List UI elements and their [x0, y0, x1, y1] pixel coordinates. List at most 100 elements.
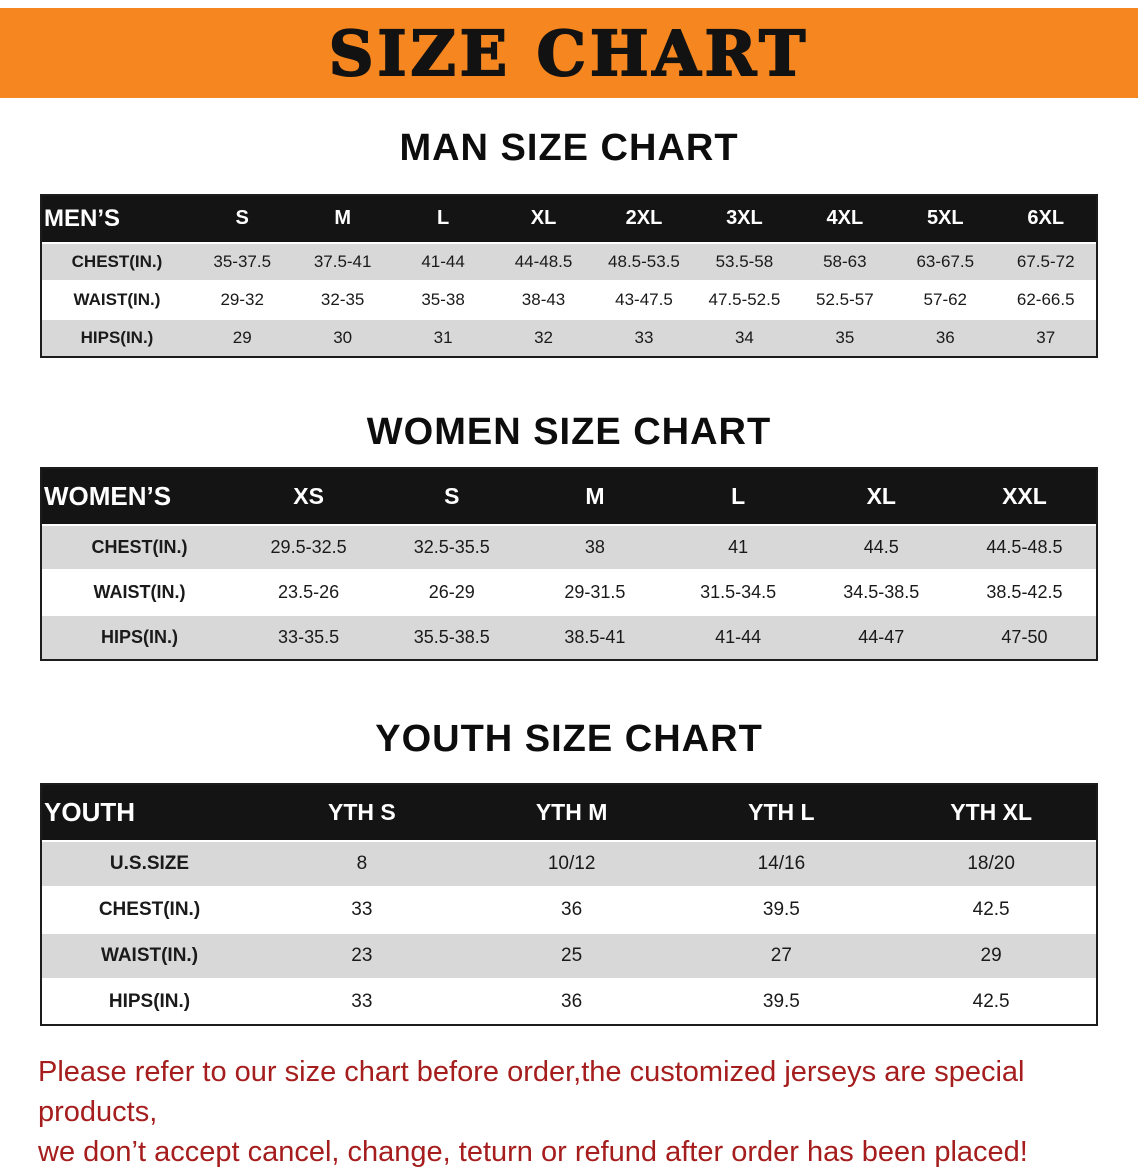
row-label: WAIST(IN.) — [73, 289, 161, 309]
cell-value: 42.5 — [972, 898, 1010, 920]
cell-value: 44-48.5 — [514, 251, 573, 271]
disclaimer-note: Please refer to our size chart before or… — [38, 1052, 1108, 1172]
column-header: S — [444, 483, 460, 510]
cell-value: 30 — [333, 327, 353, 347]
cell-value: 38-43 — [521, 289, 566, 309]
youth-section: YOUTH SIZE CHART YOUTH YTH S YTH M YTH L YTH… — [0, 717, 1138, 1026]
cell-value: 35 — [835, 327, 855, 347]
women-size-table: WOMEN’S XS S M L XL XXL CHEST(IN.) 29.5-32.5 32.5… — [40, 467, 1098, 662]
table-row: HIPS(IN.) 33-35.5 35.5-38.5 38.5-41 41-44 44-… — [42, 614, 1096, 660]
disclaimer-line-2: we don’t accept cancel, change, teturn o… — [38, 1135, 1028, 1168]
cell-value: 38.5-41 — [564, 627, 626, 648]
row-label: U.S.SIZE — [109, 852, 190, 874]
cell-value: 25 — [561, 944, 583, 966]
cell-value: 62-66.5 — [1016, 289, 1075, 309]
cell-value: 43-47.5 — [615, 289, 673, 309]
column-header: XL — [530, 207, 557, 230]
size-chart-banner: SIZE CHART — [0, 8, 1138, 98]
column-header: XS — [293, 483, 324, 510]
column-header: YTH M — [535, 798, 608, 825]
cell-value: 34 — [734, 327, 754, 347]
table-header-row: WOMEN’S XS S M L XL XXL — [42, 469, 1096, 525]
cell-value: 10/12 — [547, 852, 596, 874]
cell-value: 58-63 — [823, 251, 867, 271]
men-section: MAN SIZE CHART MEN’S S M L XL 2XL 3XL 4XL 5XL 6XL… — [0, 126, 1138, 358]
table-corner-label: YOUTH — [44, 796, 135, 827]
column-header: 6XL — [1027, 207, 1065, 230]
table-row: WAIST(IN.) 23.5-26 26-29 29-31.5 31.5-34.5 34… — [42, 569, 1096, 615]
cell-value: 41 — [728, 537, 749, 558]
cell-value: 36 — [561, 898, 583, 920]
cell-value: 44.5-48.5 — [986, 537, 1063, 558]
cell-value: 39.5 — [762, 990, 800, 1012]
cell-value: 41-44 — [715, 627, 762, 648]
cell-value: 18/20 — [967, 852, 1015, 874]
table-row: HIPS(IN.) 29 30 31 32 33 34 35 36 37 — [42, 317, 1096, 356]
cell-value: 52.5-57 — [816, 289, 874, 309]
cell-value: 23 — [351, 944, 373, 966]
men-section-heading: MAN SIZE CHART — [399, 127, 739, 169]
cell-value: 38.5-42.5 — [986, 582, 1063, 603]
table-header-row: YOUTH YTH S YTH M YTH L YTH XL — [42, 784, 1096, 840]
cell-value: 34.5-38.5 — [843, 582, 920, 603]
row-label: HIPS(IN.) — [80, 327, 154, 347]
cell-value: 33 — [351, 990, 373, 1012]
cell-value: 36 — [935, 327, 955, 347]
cell-value: 57-62 — [923, 289, 968, 309]
page-title: SIZE CHART — [328, 16, 810, 91]
row-label: WAIST(IN.) — [100, 944, 199, 966]
cell-value: 44-47 — [858, 627, 905, 648]
cell-value: 39.5 — [762, 898, 800, 920]
row-label: HIPS(IN.) — [108, 990, 191, 1012]
cell-value: 36 — [561, 990, 583, 1012]
size-chart-page: SIZE CHART MAN SIZE CHART MEN’S S M L XL 2XL 3… — [0, 8, 1138, 1172]
disclaimer-line-1: Please refer to our size chart before or… — [38, 1055, 1025, 1128]
table-row: CHEST(IN.) 35-37.5 37.5-41 41-44 44-48.5 48.5… — [42, 241, 1096, 280]
cell-value: 14/16 — [757, 852, 806, 874]
cell-value: 33 — [351, 898, 373, 920]
cell-value: 31 — [433, 327, 453, 347]
column-header: YTH XL — [950, 798, 1033, 825]
cell-value: 63-67.5 — [916, 251, 975, 271]
cell-value: 31.5-34.5 — [700, 582, 777, 603]
cell-value: 33 — [634, 327, 654, 347]
column-header: M — [585, 483, 605, 510]
cell-value: 42.5 — [972, 990, 1010, 1012]
column-header: M — [334, 207, 351, 230]
men-size-table: MEN’S S M L XL 2XL 3XL 4XL 5XL 6XL CHEST(IN.) 35-37… — [40, 193, 1098, 358]
column-header: L — [436, 207, 450, 230]
cell-value: 29 — [232, 327, 252, 347]
column-header: XL — [866, 483, 896, 510]
women-section: WOMEN SIZE CHART WOMEN’S XS S M L XL XXL CHEST(… — [0, 410, 1138, 662]
row-label: CHEST(IN.) — [98, 898, 201, 920]
table-row: HIPS(IN.) 33 36 39.5 42.5 — [42, 977, 1096, 1024]
women-section-heading: WOMEN SIZE CHART — [366, 410, 772, 453]
cell-value: 29.5-32.5 — [270, 537, 347, 558]
column-header: 4XL — [826, 207, 864, 230]
cell-value: 47.5-52.5 — [708, 289, 781, 309]
cell-value: 29-32 — [220, 289, 264, 309]
table-row: CHEST(IN.) 29.5-32.5 32.5-35.5 38 41 44.5 44.5… — [42, 524, 1096, 570]
row-label: CHEST(IN.) — [71, 251, 163, 271]
cell-value: 23.5-26 — [278, 582, 340, 603]
cell-value: 35.5-38.5 — [413, 627, 490, 648]
row-label: CHEST(IN.) — [91, 537, 188, 558]
cell-value: 29-31.5 — [564, 582, 626, 603]
row-label: HIPS(IN.) — [100, 627, 178, 648]
cell-value: 27 — [770, 944, 792, 966]
cell-value: 53.5-58 — [715, 251, 774, 271]
cell-value: 35-37.5 — [213, 251, 272, 271]
column-header: L — [731, 483, 746, 510]
column-header: XXL — [1002, 483, 1047, 510]
youth-size-table: YOUTH YTH S YTH M YTH L YTH XL U.S.SIZE 8 10/12… — [40, 782, 1098, 1026]
cell-value: 47-50 — [1001, 627, 1048, 648]
cell-value: 38 — [584, 537, 605, 558]
cell-value: 26-29 — [428, 582, 475, 603]
cell-value: 32 — [534, 327, 553, 347]
cell-value: 67.5-72 — [1016, 251, 1075, 271]
table-corner-label: WOMEN’S — [44, 481, 172, 512]
cell-value: 48.5-53.5 — [608, 251, 680, 271]
column-header: 5XL — [926, 207, 964, 230]
table-corner-label: MEN’S — [44, 204, 121, 232]
column-header: 2XL — [625, 207, 663, 230]
